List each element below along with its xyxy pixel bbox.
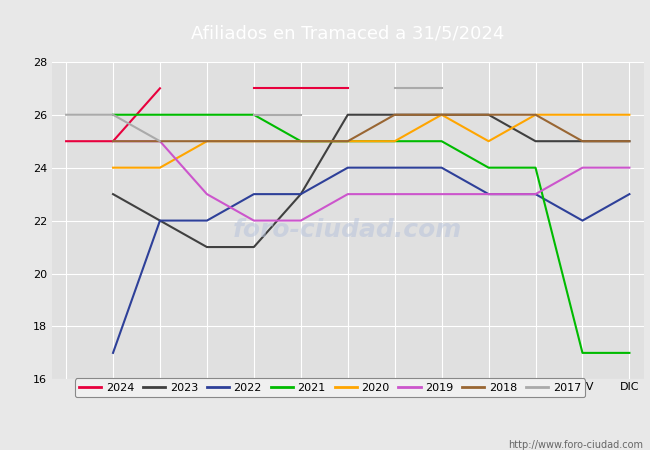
- Legend: 2024, 2023, 2022, 2021, 2020, 2019, 2018, 2017: 2024, 2023, 2022, 2021, 2020, 2019, 2018…: [75, 378, 586, 397]
- Text: foro-ciudad.com: foro-ciudad.com: [233, 218, 462, 242]
- Text: Afiliados en Tramaced a 31/5/2024: Afiliados en Tramaced a 31/5/2024: [191, 24, 504, 42]
- Text: http://www.foro-ciudad.com: http://www.foro-ciudad.com: [508, 440, 644, 450]
